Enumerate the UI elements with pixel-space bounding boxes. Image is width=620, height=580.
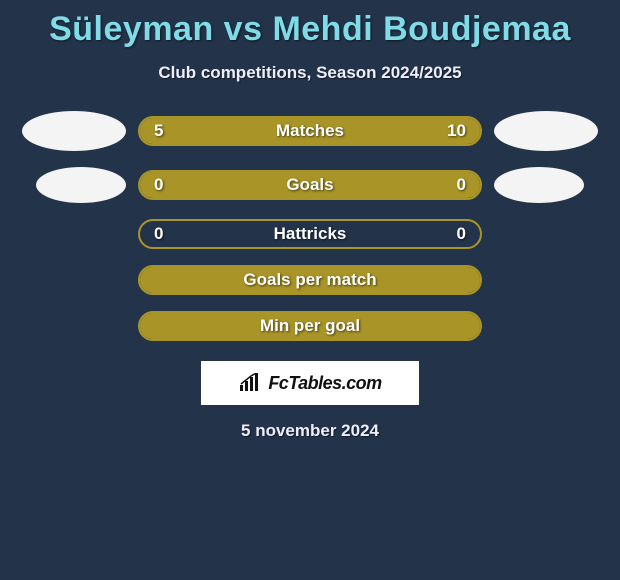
stat-row-hattricks: 0 Hattricks 0 xyxy=(0,219,620,249)
spacer-left xyxy=(36,311,126,341)
player-left-avatar-2 xyxy=(36,167,126,203)
player-right-avatar-2 xyxy=(494,167,584,203)
stat-label: Goals xyxy=(286,175,333,195)
stat-row-gpm: Goals per match xyxy=(0,265,620,295)
spacer-right xyxy=(494,265,584,295)
stat-row-mpg: Min per goal xyxy=(0,311,620,341)
stat-bar-goals: 0 Goals 0 xyxy=(138,170,482,200)
player-left-avatar xyxy=(22,111,126,151)
stat-left-value: 0 xyxy=(154,224,163,244)
stat-bar-mpg: Min per goal xyxy=(138,311,482,341)
bar-fill-left xyxy=(140,172,310,198)
spacer-right xyxy=(494,311,584,341)
stat-right-value: 0 xyxy=(457,224,466,244)
bar-fill-right xyxy=(310,172,480,198)
chart-icon xyxy=(238,373,262,393)
stat-label: Min per goal xyxy=(260,316,360,336)
stat-bar-gpm: Goals per match xyxy=(138,265,482,295)
stat-label: Matches xyxy=(276,121,344,141)
spacer-right xyxy=(494,219,584,249)
spacer-left xyxy=(36,265,126,295)
stat-row-matches: 5 Matches 10 xyxy=(0,111,620,151)
brand-logo: FcTables.com xyxy=(201,361,419,405)
stat-bar-hattricks: 0 Hattricks 0 xyxy=(138,219,482,249)
player-right-avatar xyxy=(494,111,598,151)
stat-right-value: 10 xyxy=(447,121,466,141)
stat-label: Hattricks xyxy=(274,224,347,244)
date-label: 5 november 2024 xyxy=(0,421,620,441)
stat-left-value: 5 xyxy=(154,121,163,141)
spacer-left xyxy=(36,219,126,249)
stat-row-goals: 0 Goals 0 xyxy=(0,167,620,203)
subtitle: Club competitions, Season 2024/2025 xyxy=(0,63,620,83)
brand-text: FcTables.com xyxy=(268,373,381,394)
stat-right-value: 0 xyxy=(457,175,466,195)
page-title: Süleyman vs Mehdi Boudjemaa xyxy=(0,10,620,49)
stat-left-value: 0 xyxy=(154,175,163,195)
stat-label: Goals per match xyxy=(243,270,376,290)
stat-bar-matches: 5 Matches 10 xyxy=(138,116,482,146)
